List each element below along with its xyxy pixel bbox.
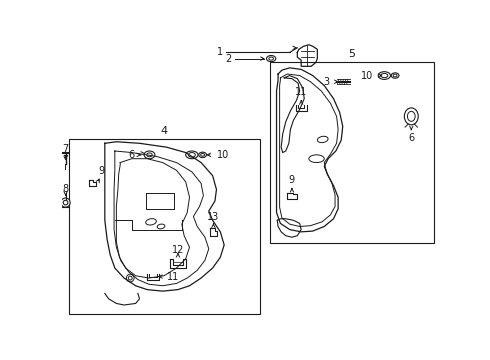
Ellipse shape <box>378 72 391 80</box>
Text: 9: 9 <box>289 175 295 185</box>
Ellipse shape <box>146 219 156 225</box>
Ellipse shape <box>157 224 165 229</box>
Ellipse shape <box>309 155 324 163</box>
Ellipse shape <box>269 57 273 60</box>
Ellipse shape <box>404 108 418 125</box>
Text: 2: 2 <box>225 54 232 64</box>
Bar <box>69 139 260 314</box>
Text: 3: 3 <box>323 77 330 87</box>
Text: 10: 10 <box>361 71 373 81</box>
Circle shape <box>63 200 68 205</box>
Text: 7: 7 <box>62 144 69 154</box>
Text: 11: 11 <box>167 271 179 282</box>
Circle shape <box>126 274 134 282</box>
Text: 8: 8 <box>63 184 69 194</box>
Bar <box>270 62 434 243</box>
Ellipse shape <box>391 73 399 78</box>
Text: 13: 13 <box>207 212 220 222</box>
Text: 1: 1 <box>217 48 222 58</box>
Circle shape <box>128 276 132 280</box>
Ellipse shape <box>407 111 415 121</box>
Ellipse shape <box>188 153 196 157</box>
Text: 9: 9 <box>98 166 104 176</box>
Text: 10: 10 <box>217 150 229 160</box>
Text: 5: 5 <box>348 49 356 59</box>
Ellipse shape <box>144 151 155 159</box>
Text: 11: 11 <box>295 87 307 98</box>
Ellipse shape <box>318 136 328 143</box>
Text: 6: 6 <box>128 150 134 160</box>
Ellipse shape <box>199 152 206 158</box>
Ellipse shape <box>186 151 198 159</box>
Ellipse shape <box>201 153 204 156</box>
Text: 4: 4 <box>161 126 168 136</box>
Ellipse shape <box>267 55 276 62</box>
Ellipse shape <box>393 74 397 77</box>
Text: 6: 6 <box>408 133 415 143</box>
Circle shape <box>61 198 70 207</box>
Text: 12: 12 <box>172 244 184 255</box>
Ellipse shape <box>381 73 388 78</box>
Ellipse shape <box>147 153 152 157</box>
